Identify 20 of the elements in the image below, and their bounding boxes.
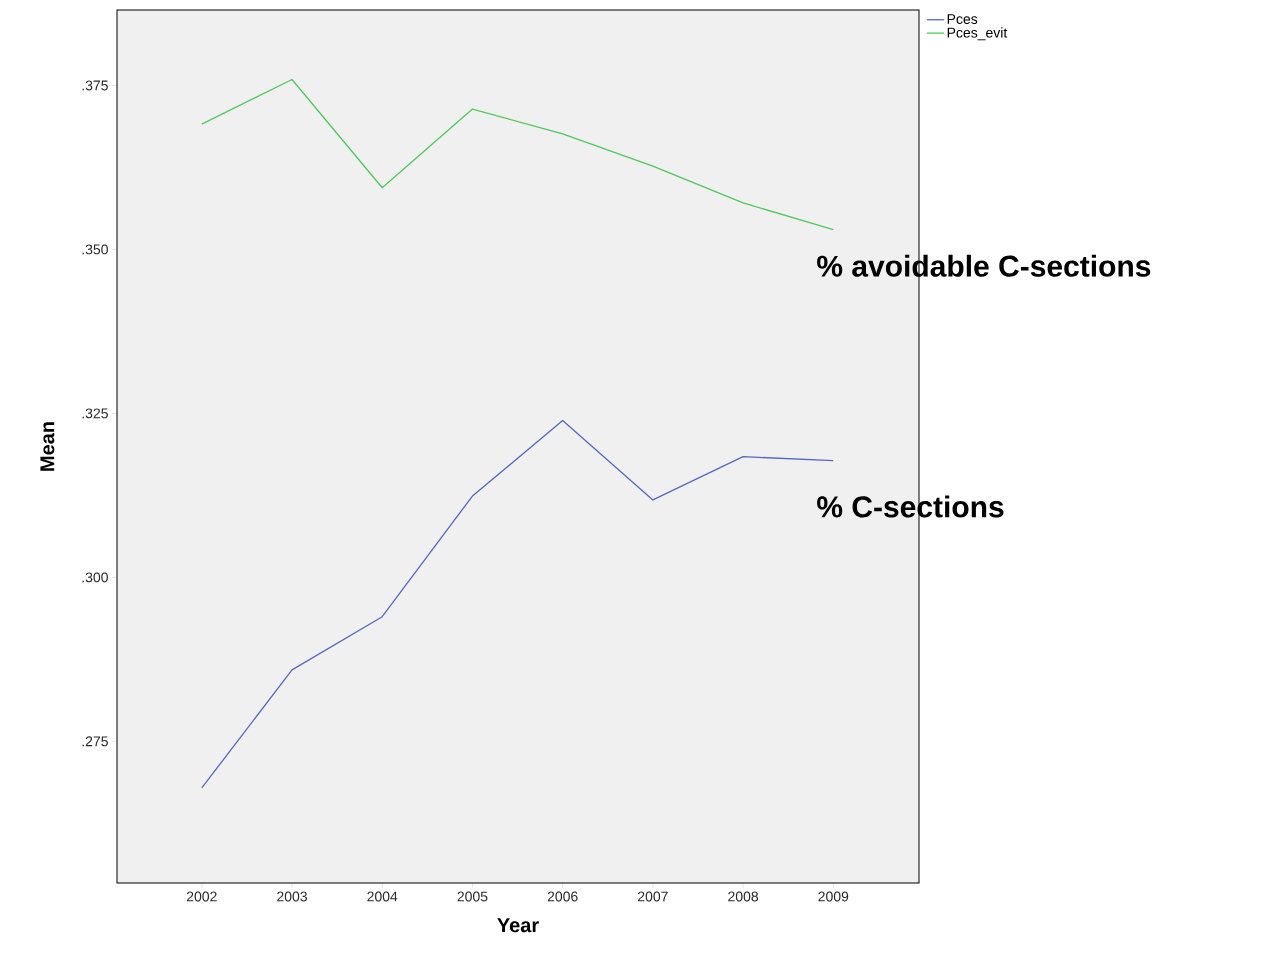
x-tick-label: 2002 — [186, 891, 217, 902]
x-tick-label: 2003 — [277, 891, 307, 902]
annotation: % avoidable C-sections — [817, 254, 1151, 277]
y-tick-label: .350 — [82, 244, 108, 255]
x-tick-label: 2005 — [457, 891, 488, 902]
x-tick-label: 2009 — [818, 891, 849, 902]
annotation: % C-sections — [817, 495, 1004, 518]
x-tick-label: 2007 — [638, 891, 668, 902]
x-tick-label: 2008 — [728, 891, 759, 902]
legend-label: Pces — [947, 14, 978, 24]
y-axis-title: Mean — [40, 422, 55, 471]
x-tick-label: 2004 — [367, 891, 398, 902]
y-tick-label: .275 — [82, 736, 108, 747]
x-tick-label: 2006 — [547, 891, 578, 902]
y-tick-label: .375 — [82, 80, 108, 91]
y-tick-label: .300 — [82, 572, 108, 583]
line-series — [201, 78, 834, 231]
y-tick-label: .325 — [82, 408, 108, 419]
x-axis-title: Year — [497, 918, 539, 933]
legend-label: Pces_evit — [947, 27, 1008, 41]
